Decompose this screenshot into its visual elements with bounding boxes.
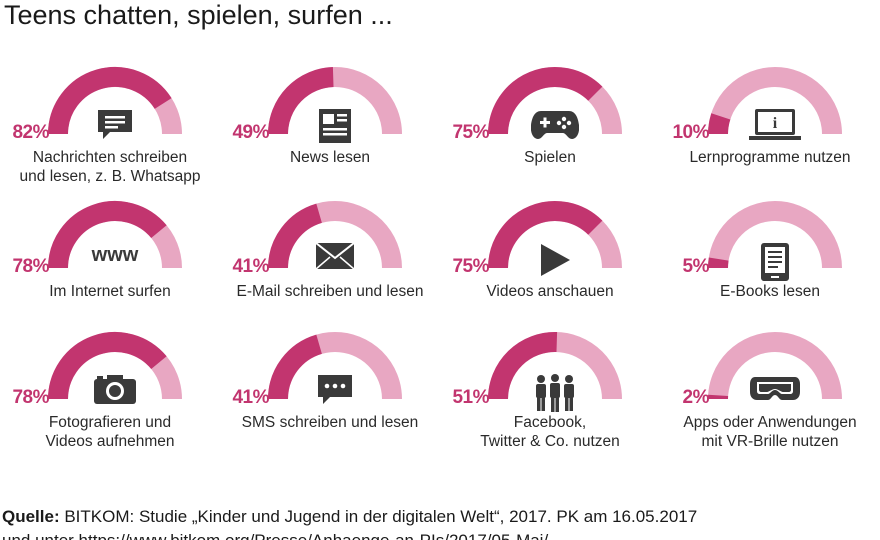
source-label: Quelle: xyxy=(2,507,60,526)
gauge-value-arc xyxy=(707,257,729,269)
gauge-value-arc xyxy=(268,67,334,135)
gauge-chart xyxy=(708,67,842,135)
gauge-value-label: 82% xyxy=(12,122,49,143)
gauge-category-label: Facebook, Twitter & Co. nutzen xyxy=(480,414,620,450)
svg-text:i: i xyxy=(773,115,778,132)
gauge-tile: 2% Apps oder Anwendungen mit VR-Brille nu… xyxy=(660,332,880,457)
gauge-chart xyxy=(707,201,842,269)
gauge-tile: 5% E-Books lesen xyxy=(660,201,880,326)
gauge-tile: 82% Nachrichten schreiben und lesen, z. B… xyxy=(0,67,220,192)
camera-icon xyxy=(93,373,137,410)
gauge-tile: 78% Fotografieren und Videos aufnehmen xyxy=(0,332,220,457)
gauge-tile: 75% Spielen xyxy=(440,67,660,192)
gamepad-icon xyxy=(530,108,580,145)
gauge-chart xyxy=(268,332,402,400)
gauge-value-arc xyxy=(48,67,172,135)
gauge-tile: 49% News lesen xyxy=(220,67,440,192)
gauge-value-label: 41% xyxy=(232,256,269,277)
gauge-value-arc xyxy=(708,113,731,135)
gauge-value-arc xyxy=(488,67,603,135)
vr-headset-icon xyxy=(749,373,801,408)
gauge-category-label: Spielen xyxy=(524,149,576,166)
gauge-value-label: 5% xyxy=(682,256,710,277)
gauge-chart xyxy=(268,201,402,269)
gauge-value-label: 78% xyxy=(12,256,49,277)
gauge-tile: www 78% Im Internet surfen xyxy=(0,201,220,326)
gauge-tile: i 10% Lernprogramme nutzen xyxy=(660,67,880,192)
gauge-tile: 51% Facebook, Twitter & Co. nutzen xyxy=(440,332,660,457)
laptop-info-icon: i xyxy=(748,108,802,147)
gauge-category-label: SMS schreiben und lesen xyxy=(241,414,419,431)
ebook-reader-icon xyxy=(760,242,790,287)
gauge-value-arc xyxy=(488,332,558,400)
gauge-chart xyxy=(48,201,182,269)
gauge-chart xyxy=(268,67,402,135)
gauge-chart xyxy=(48,67,182,135)
gauge-value-label: 75% xyxy=(452,122,489,143)
gauge-value-label: 75% xyxy=(452,256,489,277)
gauge-value-arc xyxy=(488,201,603,269)
chart-title: Teens chatten, spielen, surfen ... xyxy=(4,0,393,30)
gauge-value-label: 2% xyxy=(682,387,710,408)
gauge-category-label: Fotografieren und Videos aufnehmen xyxy=(45,414,175,450)
gauge-track xyxy=(708,201,842,269)
gauge-track xyxy=(708,67,842,135)
gauge-chart xyxy=(48,332,182,400)
svg-text:www: www xyxy=(91,244,139,266)
gauge-category-label: Videos anschauen xyxy=(486,283,614,300)
chat-bubble-icon xyxy=(96,108,134,147)
gauge-chart xyxy=(488,67,622,135)
gauge-tile: 75% Videos anschauen xyxy=(440,201,660,326)
gauge-value-arc xyxy=(48,332,167,400)
www-icon: www xyxy=(84,242,146,271)
gauge-category-label: E-Mail schreiben und lesen xyxy=(236,283,424,300)
source-line-2: und unter https://www.bitkom.org/Presse/… xyxy=(2,531,548,540)
gauge-category-label: Nachrichten schreiben und lesen, z. B. W… xyxy=(19,149,201,185)
source-line-1: BITKOM: Studie „Kinder und Jugend in der… xyxy=(59,507,698,526)
gauge-value-arc xyxy=(268,334,323,400)
gauge-tile: 41% SMS schreiben und lesen xyxy=(220,332,440,457)
gauge-value-arc xyxy=(268,203,323,269)
gauge-category-label: News lesen xyxy=(289,149,371,166)
gauge-category-label: E-Books lesen xyxy=(720,283,820,300)
gauge-chart xyxy=(488,332,622,400)
sms-bubble-icon xyxy=(316,373,354,412)
gauge-value-label: 51% xyxy=(452,387,489,408)
gauge-category-label: Apps oder Anwendungen mit VR-Brille nutz… xyxy=(683,414,857,450)
source-note: Quelle: BITKOM: Studie „Kinder und Jugen… xyxy=(2,505,878,540)
gauge-chart xyxy=(707,332,842,400)
gauge-value-arc xyxy=(48,201,167,269)
gauge-track xyxy=(708,332,842,400)
newspaper-icon xyxy=(318,108,352,149)
envelope-icon xyxy=(315,242,355,275)
gauge-value-label: 49% xyxy=(232,122,269,143)
gauge-category-label: Im Internet surfen xyxy=(49,283,171,300)
gauge-tile: 41% E-Mail schreiben und lesen xyxy=(220,201,440,326)
play-icon xyxy=(538,242,572,283)
gauge-value-label: 41% xyxy=(232,387,269,408)
gauge-value-label: 10% xyxy=(672,122,709,143)
gauge-category-label: Lernprogramme nutzen xyxy=(689,149,851,166)
gauge-value-label: 78% xyxy=(12,387,49,408)
gauge-chart xyxy=(488,201,622,269)
people-icon xyxy=(532,373,578,418)
